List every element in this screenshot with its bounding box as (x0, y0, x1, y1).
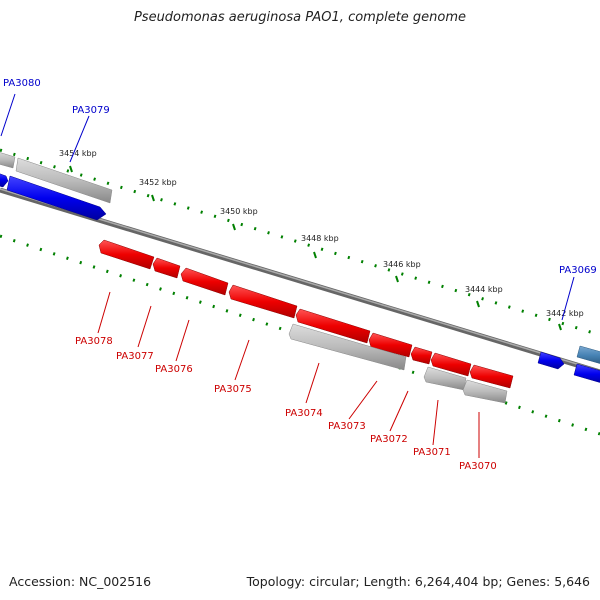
gene-arrow-pa3072[interactable] (410, 346, 433, 365)
accession-text: Accession: NC_002516 (9, 574, 152, 589)
genome-backbone (0, 187, 600, 375)
leader-line-pa3080 (0, 93, 16, 137)
reverse-strand-genes (98, 239, 514, 404)
leader-line-pa3075 (234, 339, 250, 381)
kbp-label-3442: 3442 kbp (546, 309, 584, 318)
gene-arrow-pa3071[interactable] (430, 352, 472, 377)
leader-line-pa3079 (69, 115, 90, 163)
leader-line-pa3069 (561, 276, 575, 321)
gene-arrow-pa3080[interactable] (0, 172, 9, 188)
kbp-tick-mark (151, 194, 155, 202)
map-title: Pseudomonas aeruginosa PAO1, complete ge… (133, 10, 467, 25)
gene-arrow-pa3074[interactable] (295, 308, 371, 344)
gene-arrow-forward-grey[interactable] (0, 151, 16, 169)
genome-summary-text: Topology: circular; Length: 6,264,404 bp… (246, 574, 590, 589)
gene-arrow-pa3073[interactable] (368, 332, 413, 358)
gene-label-pa3075[interactable]: PA3075 (214, 384, 252, 395)
kbp-label-3454: 3454 kbp (59, 149, 97, 158)
leader-line-pa3073 (348, 380, 378, 420)
kbp-tick-mark (232, 223, 236, 231)
gene-arrow-pa3078[interactable] (98, 239, 155, 270)
reverse-gene-labels: PA3078 PA3077 PA3076 PA3075 PA3074 PA307… (75, 291, 497, 472)
kbp-tick-mark (69, 165, 73, 173)
kbp-tick-mark (476, 300, 480, 308)
kbp-label-3448: 3448 kbp (301, 234, 339, 243)
kbp-tick-mark (395, 275, 399, 283)
forward-gene-labels: PA3080 PA3079 PA3069 (0, 78, 597, 321)
gene-label-pa3076[interactable]: PA3076 (155, 364, 193, 375)
leader-line-pa3072 (389, 390, 409, 432)
gene-label-pa3072[interactable]: PA3072 (370, 434, 408, 445)
gene-arrow-pa3076[interactable] (180, 267, 229, 296)
gene-arrow-pa3079[interactable] (6, 175, 107, 221)
gene-arrow-pa3070[interactable] (469, 364, 514, 389)
gene-label-pa3073[interactable]: PA3073 (328, 421, 366, 432)
gene-arrow-pa3077[interactable] (152, 257, 181, 279)
gene-arrow-forward-edge[interactable] (573, 363, 600, 384)
leader-line-pa3076 (175, 319, 190, 362)
leader-line-pa3078 (97, 291, 111, 334)
gene-arrow-forward-highlight[interactable] (576, 345, 600, 365)
gene-label-pa3079[interactable]: PA3079 (72, 105, 110, 116)
kbp-label-3446: 3446 kbp (383, 260, 421, 269)
gene-arrow-reverse-grey[interactable] (462, 379, 508, 404)
kbp-tick-mark (313, 251, 317, 259)
gene-label-pa3069[interactable]: PA3069 (559, 265, 597, 276)
forward-strand-genes (0, 151, 600, 384)
gene-label-pa3077[interactable]: PA3077 (116, 351, 154, 362)
leader-line-pa3074 (305, 362, 320, 404)
gene-arrow-reverse-grey[interactable] (423, 366, 467, 391)
gene-arrow-pa3069[interactable] (537, 351, 565, 370)
gene-arrow-pa3075[interactable] (228, 284, 298, 319)
gene-label-pa3074[interactable]: PA3074 (285, 408, 323, 419)
gene-label-pa3070[interactable]: PA3070 (459, 461, 497, 472)
kbp-axis: 3454 kbp 3452 kbp 3450 kbp 3448 kbp 3446… (59, 149, 584, 331)
gene-arrow-reverse-grey[interactable] (288, 323, 407, 371)
leader-line-pa3077 (137, 305, 152, 348)
gene-label-pa3078[interactable]: PA3078 (75, 336, 113, 347)
gene-label-pa3071[interactable]: PA3071 (413, 447, 451, 458)
kbp-label-3444: 3444 kbp (465, 285, 503, 294)
kbp-label-3450: 3450 kbp (220, 207, 258, 216)
kbp-label-3452: 3452 kbp (139, 178, 177, 187)
gene-arrow-forward-grey[interactable] (15, 157, 113, 204)
gene-label-pa3080[interactable]: PA3080 (3, 78, 41, 89)
forward-tick-row (0, 148, 600, 337)
leader-line-pa3071 (432, 399, 439, 446)
kbp-tick-mark (558, 323, 562, 331)
